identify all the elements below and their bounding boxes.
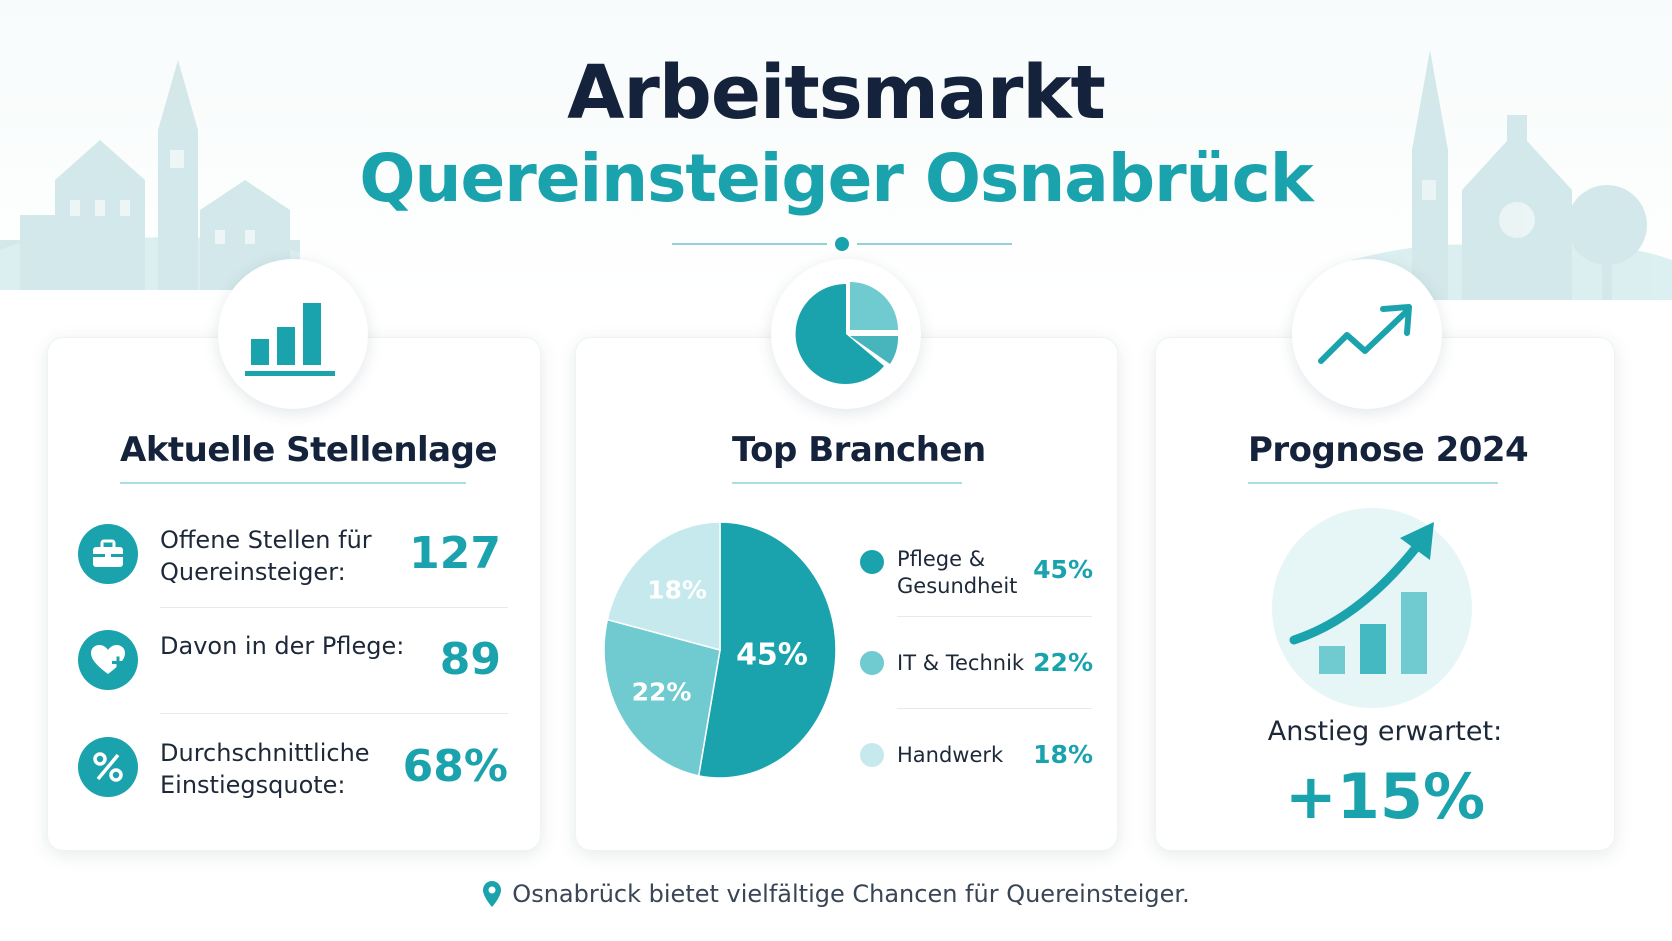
card-stellenlage-underline bbox=[120, 482, 466, 484]
heart-plus-icon bbox=[91, 645, 125, 674]
page-title: Arbeitsmarkt bbox=[567, 50, 1106, 136]
legend-dot-pflege bbox=[860, 550, 884, 574]
legend-value-it: 22% bbox=[1033, 648, 1093, 677]
pie-slice-1 bbox=[603, 618, 721, 777]
card-branchen-badge bbox=[771, 259, 921, 409]
stat-separator bbox=[160, 713, 508, 714]
legend-value-pflege: 45% bbox=[1033, 555, 1093, 584]
card-prognose-title: Prognose 2024 bbox=[1248, 430, 1529, 470]
legend-separator bbox=[897, 616, 1092, 617]
page-subtitle: Quereinsteiger Osnabrück bbox=[359, 140, 1313, 217]
legend-dot-it bbox=[860, 651, 884, 675]
forecast-value: +15% bbox=[1284, 760, 1486, 833]
stat-pflege-label: Davon in der Pflege: bbox=[160, 632, 405, 660]
legend-label-handwerk: Handwerk bbox=[897, 743, 1004, 767]
legend-separator bbox=[897, 708, 1092, 709]
pie-label-0: 45% bbox=[736, 637, 808, 672]
title-divider bbox=[672, 237, 1012, 251]
stat-offene-stellen-label: Offene Stellen für Quereinsteiger: bbox=[160, 526, 372, 586]
branchen-pie-chart: 45% 22% 18% bbox=[603, 522, 837, 779]
stat-einstiegsquote-label: Durchschnittliche Einstiegsquote: bbox=[160, 739, 370, 799]
legend-label-pflege: Pflege & Gesundheit bbox=[897, 547, 1018, 598]
legend-dot-handwerk bbox=[860, 743, 884, 767]
card-prognose-badge bbox=[1292, 259, 1442, 409]
card-branchen-title: Top Branchen bbox=[732, 430, 986, 470]
stat-offene-stellen-icon bbox=[78, 524, 138, 584]
card-stellenlage-title: Aktuelle Stellenlage bbox=[120, 430, 498, 470]
stat-separator bbox=[160, 607, 508, 608]
bar-chart-icon bbox=[245, 303, 335, 376]
footer-text: Osnabrück bietet vielfältige Chancen für… bbox=[512, 880, 1190, 908]
pie-chart-icon bbox=[795, 282, 898, 384]
pie-label-1: 22% bbox=[632, 678, 692, 707]
briefcase-icon bbox=[93, 539, 123, 567]
pie-label-2: 18% bbox=[647, 576, 707, 605]
growth-illustration bbox=[1272, 508, 1472, 708]
location-pin-icon bbox=[483, 881, 502, 907]
card-prognose-underline bbox=[1248, 482, 1498, 484]
city-skyline-right bbox=[1352, 50, 1672, 300]
stat-offene-stellen-value: 127 bbox=[409, 528, 501, 579]
forecast-label: Anstieg erwartet: bbox=[1267, 716, 1503, 747]
footer: Osnabrück bietet vielfältige Chancen für… bbox=[0, 880, 1672, 908]
trend-up-icon bbox=[1318, 304, 1412, 364]
pie-slice-2 bbox=[606, 522, 721, 651]
card-stellenlage-badge bbox=[218, 259, 368, 409]
pie-slice-0 bbox=[697, 522, 837, 779]
percent-icon bbox=[93, 752, 123, 782]
legend-label-it: IT & Technik bbox=[897, 651, 1025, 675]
stat-pflege-icon bbox=[78, 630, 138, 690]
stat-einstiegsquote-value: 68% bbox=[402, 741, 508, 792]
card-branchen-underline bbox=[732, 482, 962, 484]
legend-value-handwerk: 18% bbox=[1033, 740, 1093, 769]
stat-pflege-value: 89 bbox=[439, 634, 501, 685]
stat-einstiegsquote-icon bbox=[78, 737, 138, 797]
